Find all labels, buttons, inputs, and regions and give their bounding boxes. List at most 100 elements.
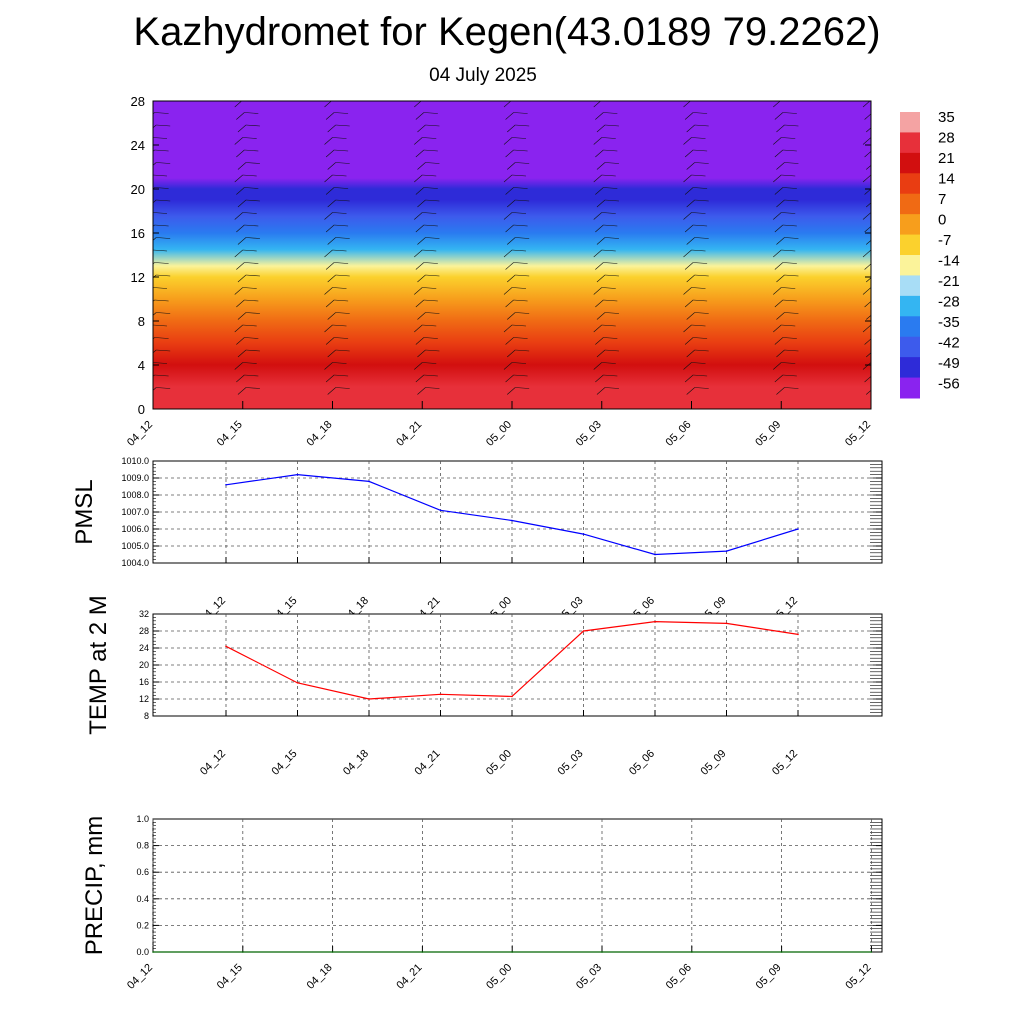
wind-barb-flag bbox=[782, 337, 797, 339]
wind-barb-flag bbox=[335, 162, 350, 164]
wind-barb-flag bbox=[870, 137, 871, 138]
wind-barb bbox=[236, 187, 245, 195]
data-point bbox=[601, 951, 603, 953]
wind-barb-flag bbox=[511, 212, 527, 214]
wind-barb-flag bbox=[245, 124, 260, 127]
wind-barb-flag bbox=[513, 187, 528, 189]
wind-barb-flag bbox=[693, 224, 708, 227]
wind-barb bbox=[234, 324, 243, 333]
wind-barb-flag bbox=[335, 349, 350, 352]
wind-barb bbox=[153, 312, 157, 316]
wind-barb-flag bbox=[874, 275, 888, 276]
wind-barb-flag bbox=[422, 174, 437, 177]
wind-barb bbox=[325, 374, 335, 383]
data-point bbox=[439, 693, 442, 696]
wind-barb-flag bbox=[245, 349, 260, 352]
x-tick-label: 04_18 bbox=[305, 419, 335, 449]
wind-barb-flag bbox=[874, 238, 888, 239]
data-point bbox=[225, 484, 227, 486]
data-point bbox=[296, 473, 299, 476]
wind-barb bbox=[864, 338, 871, 345]
wind-barb-flag bbox=[691, 249, 706, 252]
wind-barb bbox=[866, 277, 871, 283]
wind-barb-flag bbox=[334, 224, 349, 227]
colorbar-swatch bbox=[900, 214, 920, 236]
wind-barb-flag bbox=[603, 224, 618, 227]
wind-barb-flag bbox=[511, 137, 527, 139]
wind-barb-flag bbox=[515, 162, 530, 164]
wind-barb-flag bbox=[156, 124, 171, 127]
wind-barb bbox=[507, 237, 516, 245]
wind-barb-flag bbox=[513, 224, 528, 227]
wind-barb-flag bbox=[154, 224, 169, 227]
wind-barb bbox=[683, 362, 692, 370]
wind-barb-flag bbox=[156, 274, 171, 277]
wind-barb bbox=[866, 164, 871, 170]
wind-barb-flag bbox=[245, 274, 260, 277]
wind-barb bbox=[237, 312, 247, 320]
wind-barb bbox=[324, 287, 333, 295]
wind-barb bbox=[324, 174, 333, 183]
wind-barb-flag bbox=[873, 338, 887, 339]
wind-barb-flag bbox=[154, 262, 169, 264]
y-axis-title: TEMP at 2 M bbox=[85, 595, 112, 735]
wind-barb bbox=[325, 262, 335, 270]
wind-barb-flag bbox=[332, 137, 347, 139]
wind-barb bbox=[683, 174, 692, 183]
colorbar-label: -35 bbox=[938, 314, 960, 331]
y-tick-label: 28 bbox=[131, 94, 145, 109]
wind-barb-flag bbox=[244, 112, 259, 114]
wind-barb bbox=[503, 137, 513, 145]
wind-barb-flag bbox=[423, 337, 438, 339]
wind-barb-flag bbox=[511, 324, 527, 327]
wind-barb bbox=[153, 349, 157, 354]
wind-barb-flag bbox=[245, 312, 260, 314]
wind-barb-flag bbox=[515, 349, 530, 352]
wind-barb bbox=[234, 212, 243, 220]
wind-barb-flag bbox=[781, 249, 796, 252]
data-point bbox=[582, 630, 585, 632]
colorbar-swatch bbox=[900, 377, 920, 399]
wind-barb bbox=[325, 112, 335, 120]
wind-barb bbox=[862, 174, 871, 183]
wind-barb bbox=[593, 249, 602, 258]
colorbar-label: 35 bbox=[938, 109, 955, 126]
data-point bbox=[511, 695, 513, 698]
wind-barb bbox=[866, 314, 871, 320]
wind-barb bbox=[153, 162, 157, 166]
wind-barb-flag bbox=[604, 124, 619, 127]
wind-barb-flag bbox=[870, 175, 871, 176]
wind-barb-flag bbox=[870, 212, 871, 213]
wind-barb bbox=[686, 199, 695, 208]
data-point bbox=[780, 951, 783, 953]
wind-barb bbox=[773, 174, 782, 183]
wind-barb-flag bbox=[694, 312, 709, 314]
wind-barb bbox=[595, 224, 604, 233]
wind-barb-flag bbox=[245, 162, 260, 164]
wind-barb bbox=[414, 137, 423, 145]
wind-barb-flag bbox=[425, 274, 440, 277]
wind-barb-flag bbox=[694, 349, 709, 352]
y-tick-label: 12 bbox=[139, 694, 149, 704]
wind-barb bbox=[776, 312, 785, 320]
wind-barb-flag bbox=[422, 212, 437, 214]
wind-barb-flag bbox=[784, 349, 799, 352]
wind-barb-flag bbox=[334, 299, 349, 302]
wind-barb-flag bbox=[874, 125, 888, 126]
wind-barb-flag bbox=[873, 375, 887, 376]
data-point bbox=[654, 553, 656, 556]
wind-barb-flag bbox=[784, 199, 799, 202]
wind-barb-flag bbox=[691, 362, 706, 364]
wind-barb-flag bbox=[603, 337, 618, 339]
colorbar-label: -21 bbox=[938, 273, 960, 290]
wind-barb-flag bbox=[511, 287, 527, 289]
wind-barb bbox=[774, 187, 784, 195]
x-tick-label: 05_09 bbox=[754, 962, 784, 992]
wind-barb bbox=[325, 224, 335, 233]
y-tick-label: 24 bbox=[131, 138, 145, 153]
wind-barb-flag bbox=[244, 299, 259, 302]
wind-barb-flag bbox=[873, 113, 887, 114]
wind-barb-flag bbox=[242, 212, 257, 214]
wind-barb-flag bbox=[781, 137, 796, 139]
wind-barb-flag bbox=[601, 212, 616, 214]
